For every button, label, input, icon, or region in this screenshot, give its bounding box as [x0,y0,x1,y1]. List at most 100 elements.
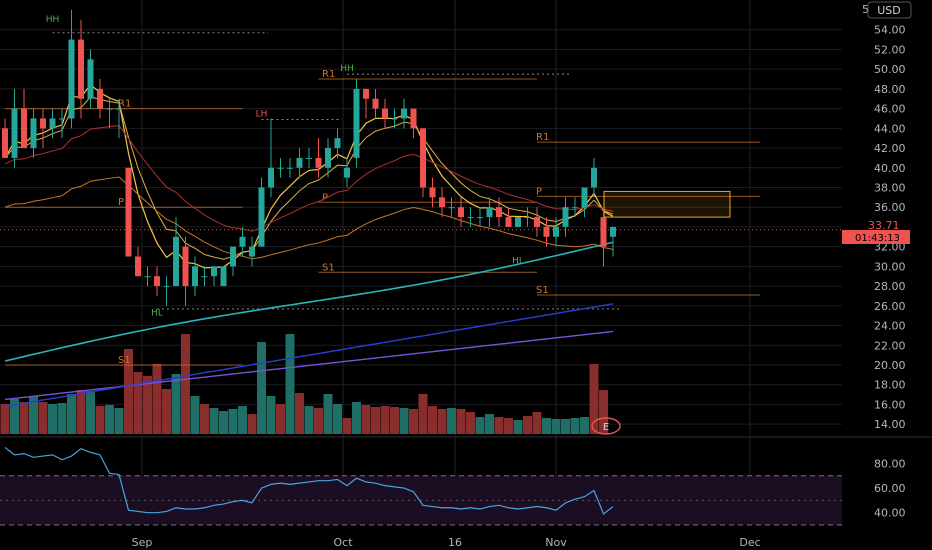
volume-bar [371,407,380,434]
candles[interactable] [2,10,616,306]
candle-body[interactable] [496,207,502,218]
volume-bars [0,334,608,434]
candle-body[interactable] [182,246,189,287]
candle-body[interactable] [524,217,531,219]
volume-bar [523,416,532,434]
candle-body[interactable] [201,276,208,278]
candle-body[interactable] [448,207,455,209]
candle-body[interactable] [543,226,550,237]
candle-body[interactable] [382,108,388,119]
candle-body[interactable] [135,256,141,277]
candle-body[interactable] [534,217,540,227]
candle-body[interactable] [21,108,27,149]
volume-bar [57,403,67,434]
candle-body[interactable] [87,59,94,99]
candle-body[interactable] [40,118,46,129]
candle-body[interactable] [277,167,284,169]
candle-body[interactable] [391,118,398,120]
candle-body[interactable] [68,39,75,119]
ema-slow-line [4,125,614,232]
volume-bar [456,409,466,434]
candle-body[interactable] [268,167,274,188]
volume-bar [29,396,38,434]
pivot-label: R1 [118,99,131,110]
candle-body[interactable] [420,128,426,188]
candle-body[interactable] [572,207,578,209]
candle-body[interactable] [372,98,379,109]
candle-body[interactable] [610,226,616,237]
currency-label: USD [877,4,901,17]
candle-body[interactable] [59,118,65,120]
candle-body[interactable] [315,157,322,168]
candle-body[interactable] [220,266,227,287]
currency-button[interactable] [867,1,912,19]
candle-body[interactable] [591,167,597,188]
candle-body[interactable] [249,246,255,257]
candle-body[interactable] [106,108,113,110]
volume-bar [171,374,181,434]
candle-body[interactable] [553,226,559,237]
swing-label: HH [340,64,354,74]
volume-bar [485,414,494,434]
candle-body[interactable] [125,167,132,257]
candle-body[interactable] [49,118,56,129]
price-tick-label: 48.00 [874,83,906,96]
candle-body[interactable] [363,88,369,99]
candle-body[interactable] [97,88,103,109]
rsi-line [4,446,614,515]
sma-teal-line [4,241,614,362]
candle-body[interactable] [30,118,37,149]
time-tick-label: 16 [448,536,462,549]
volume-bar [589,364,599,434]
swing-labels: HH HL LH HH HL [46,15,524,319]
price-tick-label: 22.00 [874,339,906,352]
candle-body[interactable] [458,207,464,218]
candle-body[interactable] [154,276,160,287]
candle-body[interactable] [515,217,521,227]
candle-body[interactable] [325,148,331,168]
pivot-label: S1 [118,355,131,366]
candle-body[interactable] [78,39,84,99]
volume-bar [342,418,352,434]
candle-body[interactable] [11,108,18,158]
candle-body[interactable] [562,207,569,227]
candle-body[interactable] [353,88,360,158]
candle-body[interactable] [467,217,474,219]
candle-body[interactable] [144,276,151,278]
candle-body[interactable] [258,187,265,247]
candle-body[interactable] [429,187,436,198]
candle-body[interactable] [163,286,170,288]
rsi-tick-label: 40.00 [874,507,906,520]
candle-body[interactable] [230,246,236,267]
price-tick-label: 26.00 [874,300,906,313]
price-tick-label: 28.00 [874,280,906,293]
candle-body[interactable] [344,167,350,178]
candle-body[interactable] [306,157,312,159]
moving-averages [4,83,614,408]
candle-body[interactable] [477,217,483,219]
candle-body[interactable] [239,236,246,247]
candle-body[interactable] [401,108,407,119]
candle-body[interactable] [334,138,341,149]
volume-bar [361,405,371,434]
candle-body[interactable] [296,157,303,168]
candle-body[interactable] [486,207,493,218]
candle-body[interactable] [581,187,588,208]
candle-body[interactable] [600,217,607,247]
time-tick-label: Oct [333,536,353,549]
candle-body[interactable] [505,217,512,227]
candle-body[interactable] [2,128,8,158]
candle-body[interactable] [192,266,198,287]
candle-body[interactable] [173,236,179,287]
candle-body[interactable] [116,108,122,110]
candle-body[interactable] [211,266,217,277]
time-axis[interactable]: Sep Oct 16 Nov Dec [132,536,761,549]
supply-zone-box[interactable] [603,190,731,218]
candle-body[interactable] [287,167,293,169]
earnings-marker[interactable] [591,417,621,435]
pivot-label: S1 [536,285,549,296]
candle-body[interactable] [439,197,445,208]
price-tick-label: 52.00 [874,43,906,56]
candle-body[interactable] [410,108,417,129]
